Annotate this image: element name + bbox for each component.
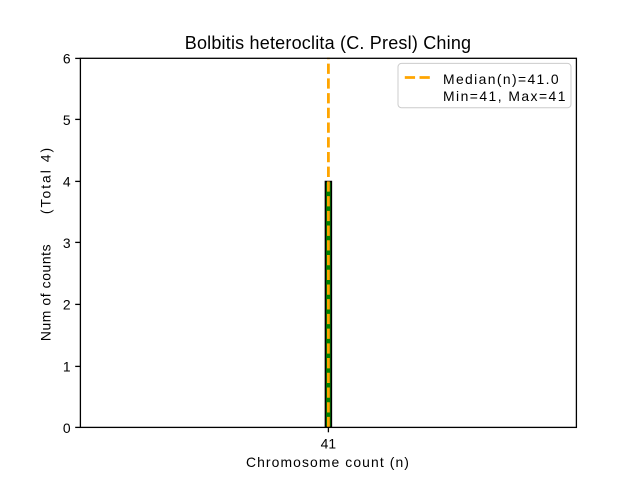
svg-text:1: 1 [63,358,71,374]
svg-text:Num of counts: Num of counts [38,244,54,341]
svg-text:Min=41, Max=41: Min=41, Max=41 [443,88,567,104]
svg-text:6: 6 [63,50,71,66]
svg-text:4: 4 [63,174,71,190]
svg-text:3: 3 [63,235,71,251]
svg-text:41: 41 [321,436,337,452]
svg-text:0: 0 [63,420,71,436]
svg-text:(Total 4): (Total 4) [38,146,54,214]
svg-text:2: 2 [63,297,71,313]
svg-text:Chromosome count (n): Chromosome count (n) [246,454,410,470]
svg-text:Bolbitis heteroclita (C. Presl: Bolbitis heteroclita (C. Presl) Ching [185,33,472,53]
svg-text:5: 5 [63,112,71,128]
svg-text:Median(n)=41.0: Median(n)=41.0 [443,71,560,87]
